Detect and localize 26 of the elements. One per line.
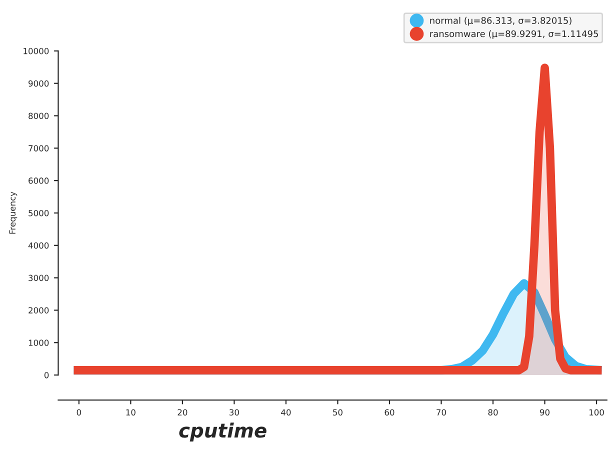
legend-label: normal (μ=86.313, σ=3.82015): [430, 16, 572, 26]
x-tick-label: 30: [230, 409, 239, 416]
y-tick-label: 8000: [28, 112, 49, 120]
y-axis-title: Frequency: [9, 192, 18, 234]
x-tick-label: 90: [540, 409, 550, 416]
x-tick-label: 0: [76, 409, 82, 416]
legend-label: ransomware (μ=89.9291, σ=1.11495: [430, 30, 598, 39]
x-tick-label: 50: [333, 409, 342, 416]
y-tick-label: 4000: [28, 242, 49, 249]
y-tick-label: 1000: [28, 340, 49, 346]
y-tick-label: 2000: [28, 307, 49, 314]
y-tick-label: 3000: [28, 274, 49, 282]
x-tick-label: 10: [126, 409, 136, 416]
y-tick-label: 0: [44, 372, 49, 378]
x-tick-label: 100: [589, 409, 604, 416]
x-axis-title: cputime: [179, 422, 266, 442]
x-tick-label: 70: [436, 409, 446, 416]
x-tick-label: 80: [488, 409, 498, 416]
x-tick-label: 60: [384, 409, 394, 416]
y-tick-label: 5000: [28, 210, 49, 216]
y-tick-label: 9000: [28, 80, 49, 87]
x-tick-label: 40: [281, 409, 291, 416]
y-tick-label: 10000: [24, 48, 49, 54]
y-tick-label: 6000: [28, 178, 49, 184]
x-tick-label: 20: [178, 409, 188, 416]
y-tick-label: 7000: [28, 145, 49, 152]
